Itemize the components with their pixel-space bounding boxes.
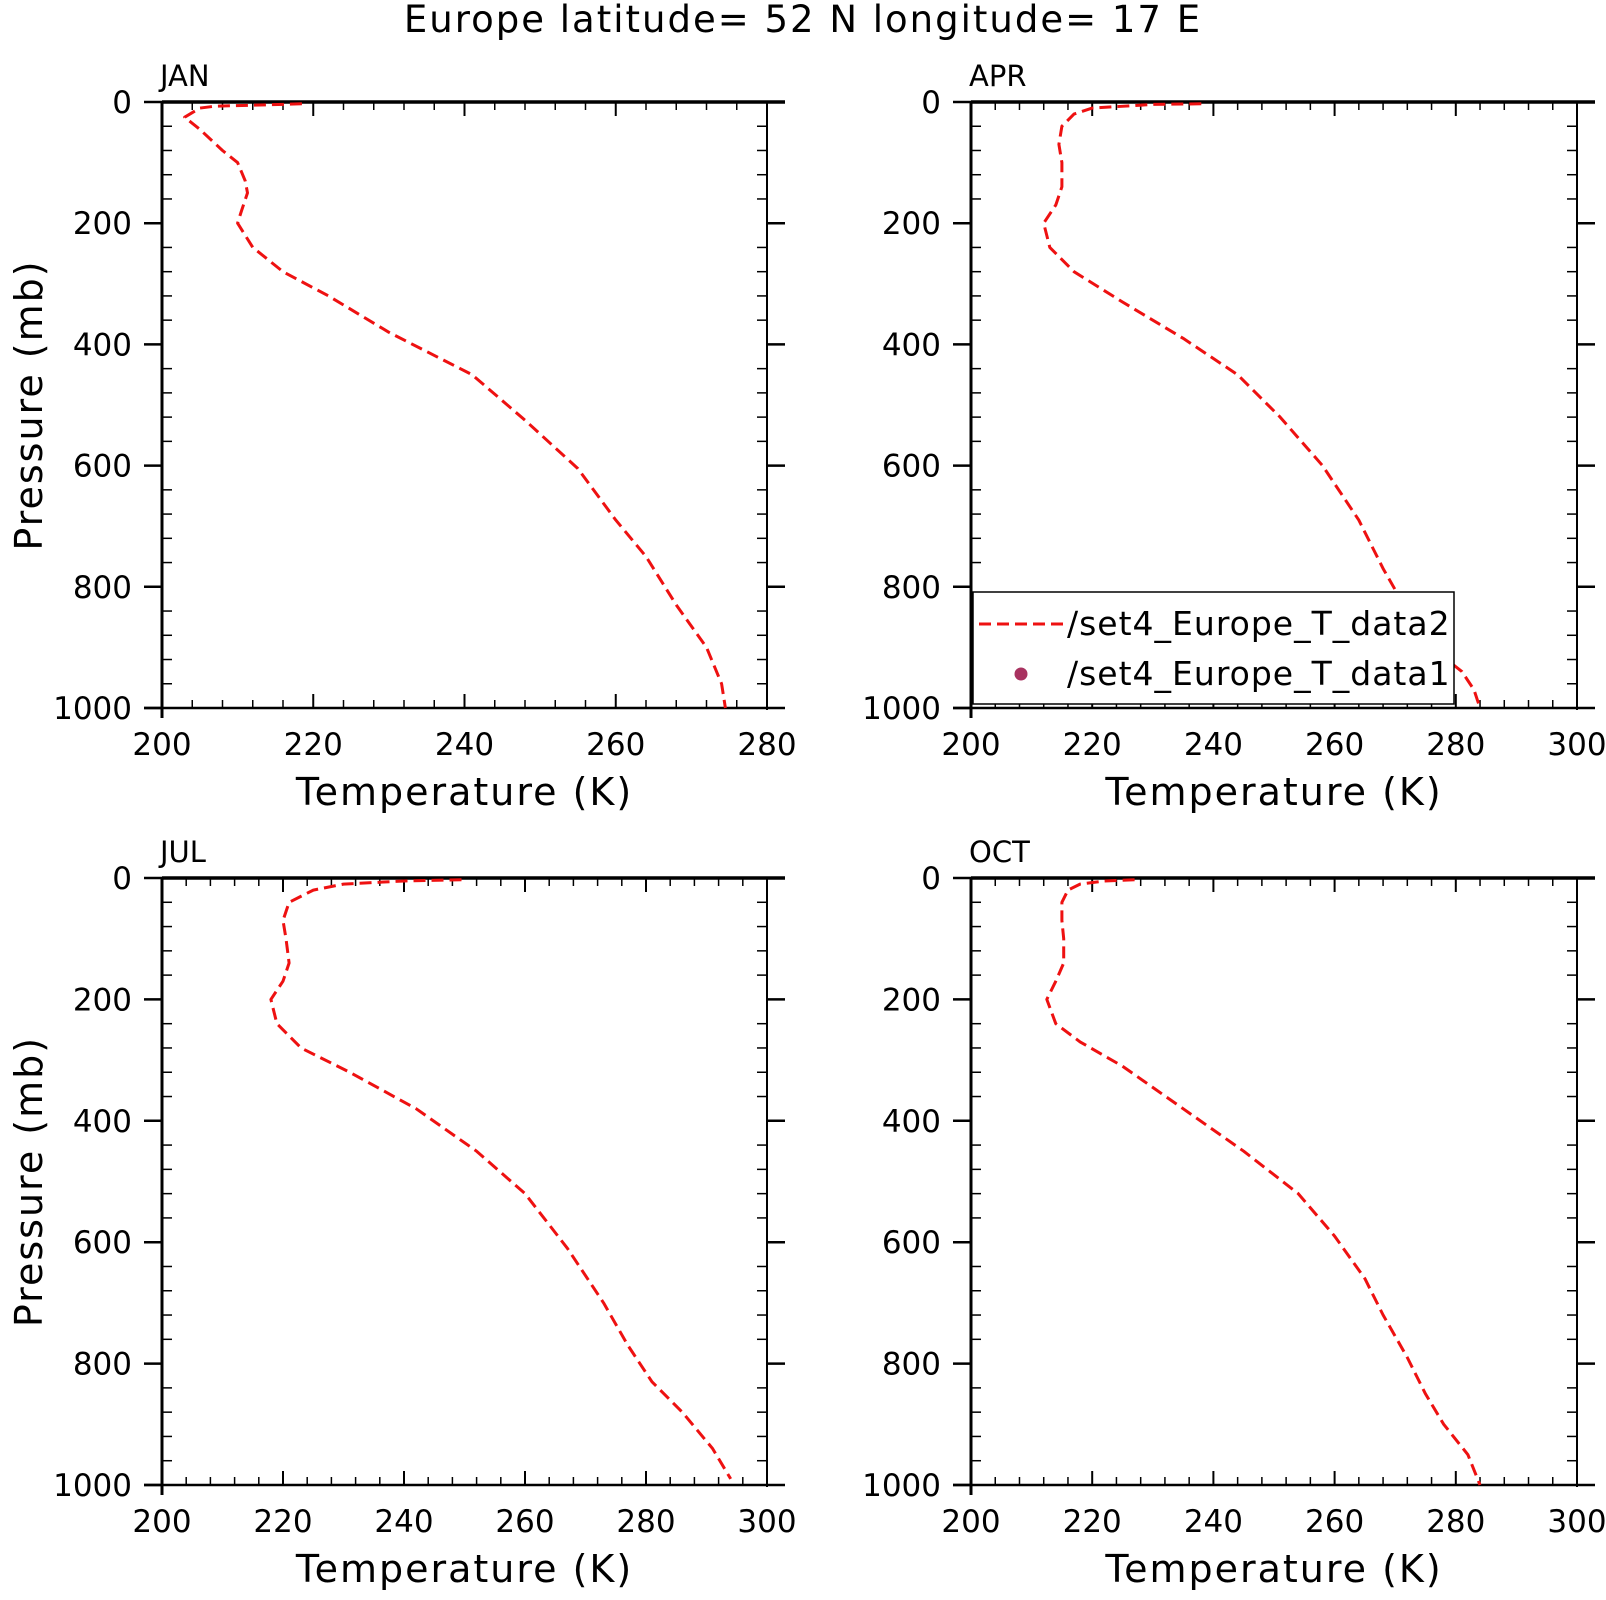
- y-tick-label: 600: [882, 449, 941, 485]
- x-tick-label: 220: [253, 1504, 312, 1540]
- y-tick-label: 800: [882, 1347, 941, 1383]
- series-line: [269, 878, 732, 1480]
- y-tick-label: 600: [73, 1225, 132, 1261]
- y-tick-label: 600: [73, 449, 132, 485]
- x-tick-label: 220: [1063, 1504, 1122, 1540]
- legend-label: /set4_Europe_T_data1: [1067, 654, 1451, 693]
- y-tick-label: 400: [73, 1104, 132, 1140]
- y-tick-label: 600: [882, 1225, 941, 1261]
- x-tick-label: 240: [1184, 727, 1243, 763]
- x-tick-label: 300: [1547, 1504, 1606, 1540]
- series-line: [183, 102, 727, 709]
- series-line: [1045, 878, 1482, 1486]
- panel-jan: 200 220 240 260 280 0 200 400 600 800 1000 JAN Tempe…: [7, 59, 797, 814]
- y-axis-label: Pressure (mb): [7, 1036, 51, 1327]
- y-tick-label: 0: [112, 861, 132, 897]
- y-tick-label: 200: [73, 982, 132, 1018]
- panel-label-jan: JAN: [158, 59, 210, 93]
- x-tick-label: 280: [737, 727, 796, 763]
- x-tick-label: 280: [1426, 1504, 1485, 1540]
- x-tick-label: 260: [495, 1504, 554, 1540]
- panel-oct: 200 220 240 260 280 300 0 200 400 600 800 1000 OCT Te…: [862, 835, 1606, 1591]
- legend: /set4_Europe_T_data2/set4_Europe_T_data1: [972, 591, 1455, 705]
- x-tick-label: 240: [1184, 1504, 1243, 1540]
- x-tick-label: 220: [1063, 727, 1122, 763]
- y-tick-label: 400: [882, 1104, 941, 1140]
- y-tick-label: 1000: [862, 691, 941, 727]
- legend-label: /set4_Europe_T_data2: [1067, 604, 1451, 643]
- x-tick-label: 220: [284, 727, 343, 763]
- x-tick-label: 200: [132, 1504, 191, 1540]
- legend-box: [972, 591, 1455, 705]
- x-axis-label: Temperature (K): [1104, 1547, 1442, 1591]
- y-tick-label: 400: [73, 327, 132, 363]
- x-tick-label: 200: [941, 727, 1000, 763]
- panel-jul: 200 220 240 260 280 300 0 200 400 600 800 1000 JUL Te…: [7, 835, 797, 1591]
- panel-label-jul: JUL: [158, 835, 206, 869]
- y-tick-label: 800: [73, 570, 132, 606]
- legend-dot-swatch: [1014, 667, 1028, 681]
- x-tick-label: 200: [941, 1504, 1000, 1540]
- x-tick-label: 300: [737, 1504, 796, 1540]
- y-tick-label: 0: [921, 861, 941, 897]
- x-axis-label: Temperature (K): [295, 770, 633, 814]
- y-tick-label: 0: [921, 85, 941, 121]
- x-axis-label: Temperature (K): [1104, 770, 1442, 814]
- y-tick-label: 200: [73, 206, 132, 242]
- figure-title: Europe latitude= 52 N longitude= 17 E: [403, 0, 1203, 41]
- x-tick-label: 280: [616, 1504, 675, 1540]
- x-tick-label: 260: [1305, 1504, 1364, 1540]
- x-tick-label: 260: [586, 727, 645, 763]
- y-tick-label: 1000: [862, 1468, 941, 1504]
- y-tick-label: 1000: [53, 691, 132, 727]
- y-tick-label: 800: [73, 1347, 132, 1383]
- x-axis-label: Temperature (K): [295, 1547, 633, 1591]
- y-tick-label: 0: [112, 85, 132, 121]
- y-tick-label: 200: [882, 982, 941, 1018]
- y-tick-label: 800: [882, 570, 941, 606]
- x-tick-label: 280: [1426, 727, 1485, 763]
- x-tick-label: 300: [1547, 727, 1606, 763]
- x-tick-label: 200: [132, 727, 191, 763]
- panel-label-oct: OCT: [969, 835, 1030, 869]
- y-tick-label: 1000: [53, 1468, 132, 1504]
- panel-label-apr: APR: [969, 59, 1026, 93]
- x-tick-label: 240: [435, 727, 494, 763]
- x-tick-label: 260: [1305, 727, 1364, 763]
- x-tick-label: 240: [374, 1504, 433, 1540]
- y-tick-label: 200: [882, 206, 941, 242]
- y-axis-label: Pressure (mb): [7, 259, 51, 550]
- y-tick-label: 400: [882, 327, 941, 363]
